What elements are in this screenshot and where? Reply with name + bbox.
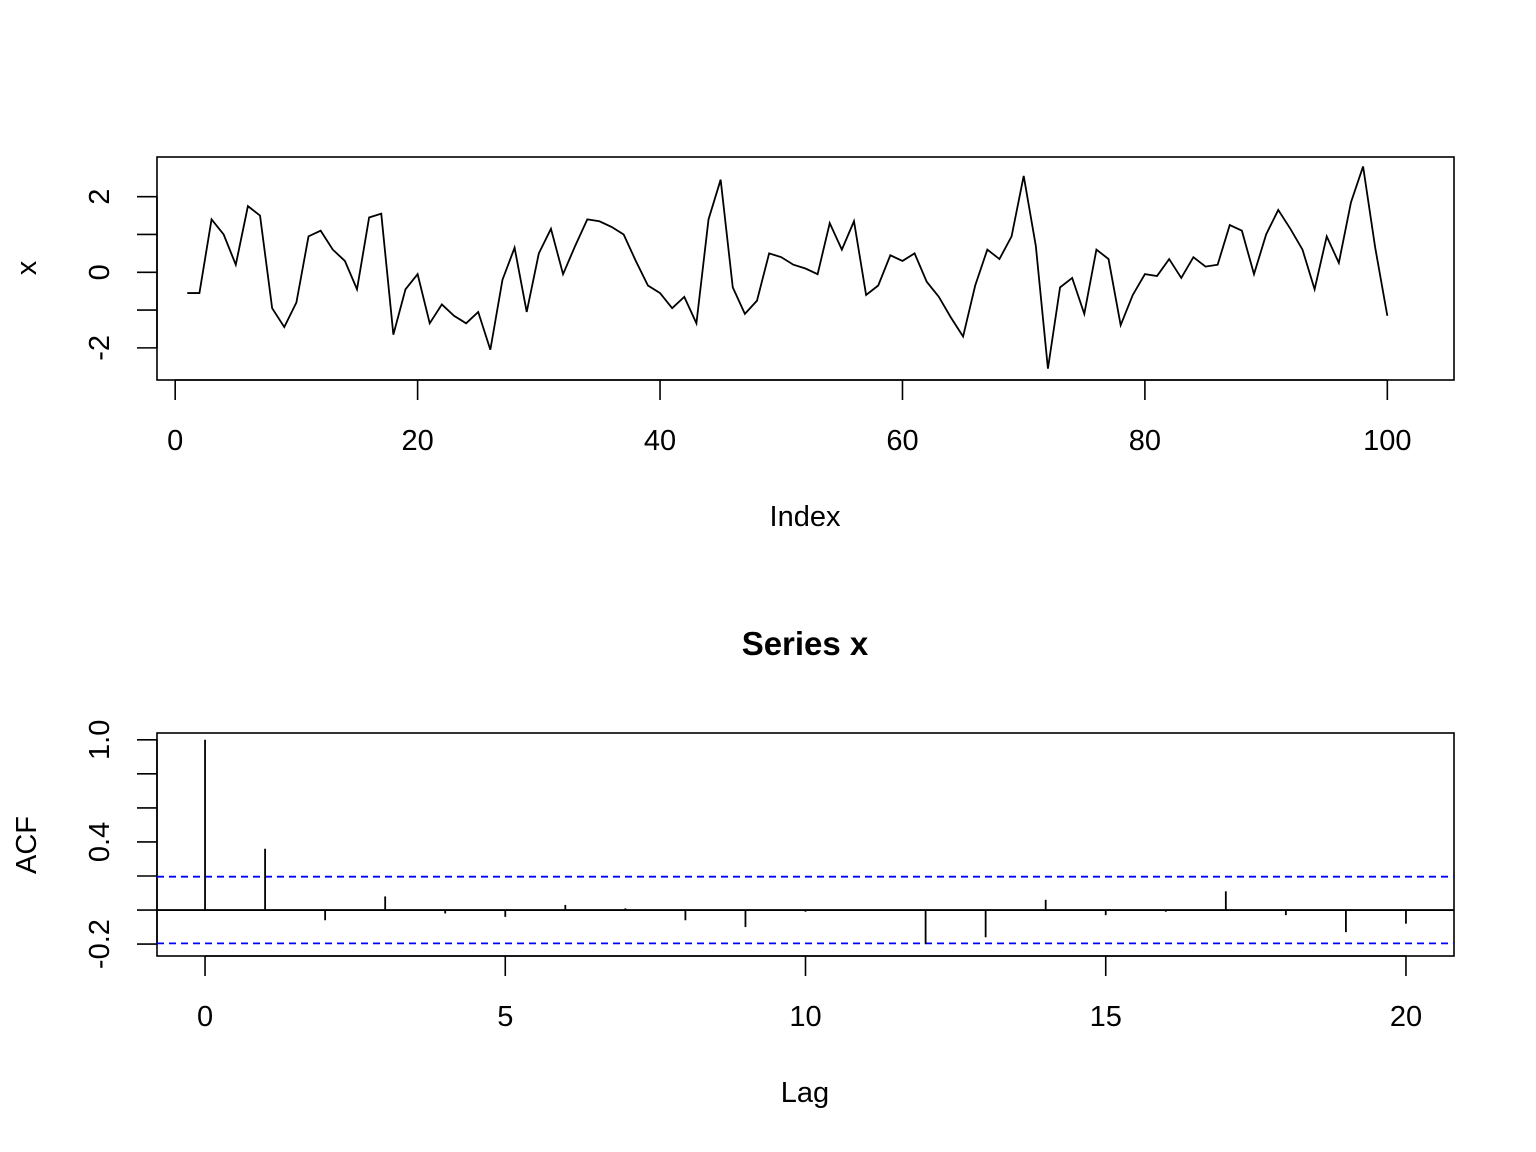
x-axis: 0 5 10 15 20 bbox=[197, 955, 1422, 1033]
x-tick-label: 40 bbox=[644, 425, 676, 457]
x-tick-label: 0 bbox=[167, 425, 183, 457]
y-tick-label: 0 bbox=[84, 264, 116, 280]
x-tick-label: 5 bbox=[497, 1001, 513, 1033]
x-tick-label: 80 bbox=[1129, 425, 1161, 457]
chart-title: Series x bbox=[742, 625, 869, 662]
acf-plot-panel: Series x 0 5 10 15 20 -0.2 0.4 1.0 Lag ACF bbox=[11, 625, 1455, 1109]
y-tick-label: 2 bbox=[84, 189, 116, 205]
x-axis: 0 20 40 60 80 100 bbox=[167, 379, 1412, 457]
y-axis-label: x bbox=[11, 260, 43, 275]
x-axis-label: Index bbox=[770, 501, 841, 533]
plot-frame bbox=[156, 732, 1455, 957]
y-tick-label: -2 bbox=[84, 335, 116, 361]
y-tick-label: 0.4 bbox=[84, 822, 116, 862]
acf-marks bbox=[157, 739, 1454, 945]
x-tick-label: 0 bbox=[197, 1001, 213, 1033]
x-tick-label: 15 bbox=[1090, 1001, 1122, 1033]
x-tick-label: 100 bbox=[1363, 425, 1411, 457]
y-axis: -2 0 2 bbox=[84, 189, 158, 361]
x-tick-label: 10 bbox=[789, 1001, 821, 1033]
y-axis: -0.2 0.4 1.0 bbox=[84, 720, 158, 969]
y-tick-label: -0.2 bbox=[84, 919, 116, 969]
x-axis-label: Lag bbox=[781, 1077, 829, 1109]
line-plot-panel: 0 20 40 60 80 100 -2 0 2 Index x bbox=[11, 156, 1455, 533]
y-tick-label: 1.0 bbox=[84, 720, 116, 760]
x-tick-label: 60 bbox=[886, 425, 918, 457]
y-axis-label: ACF bbox=[11, 816, 43, 874]
x-tick-label: 20 bbox=[1390, 1001, 1422, 1033]
series-line bbox=[187, 166, 1389, 369]
x-tick-label: 20 bbox=[401, 425, 433, 457]
